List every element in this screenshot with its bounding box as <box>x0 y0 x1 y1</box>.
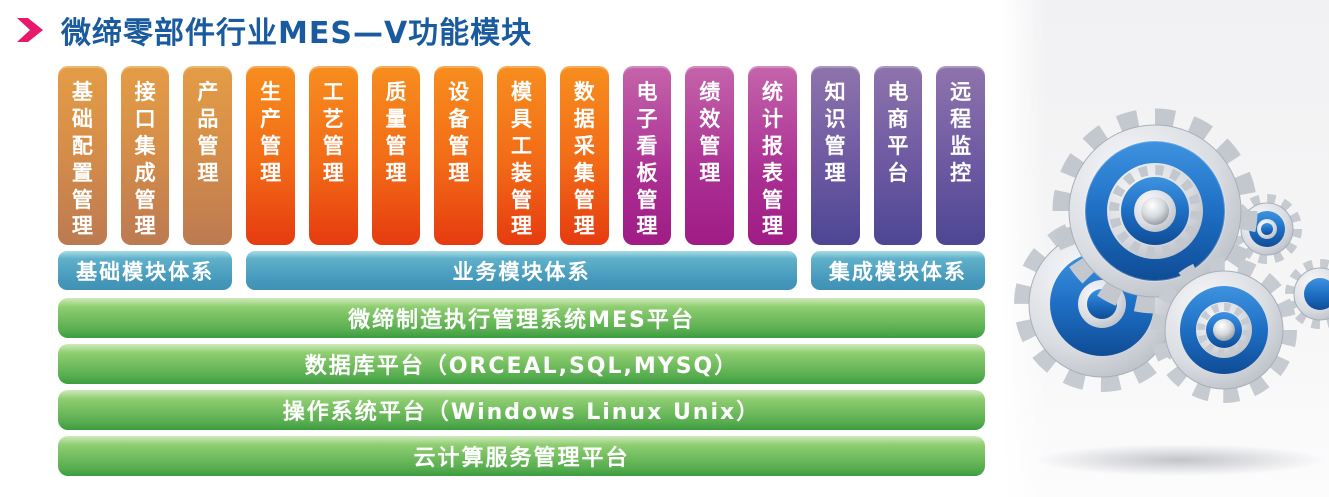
module-column-label: 模具工装管理 <box>511 80 532 239</box>
module-column-label: 质量管理 <box>385 80 407 185</box>
module-column: 知识管理 <box>810 66 860 245</box>
module-column-label: 知识管理 <box>824 80 846 185</box>
module-column-label: 生产管理 <box>260 80 282 185</box>
platform-bars: 微缔制造执行管理系统MES平台 数据库平台（ORCEAL,SQL,MYSQ） 操… <box>58 298 985 476</box>
gears-panel <box>1002 0 1329 497</box>
module-stack: 基础配置管理 接口集成管理 产品管理 生产管理 工艺管理 质量管理 设备管理 模… <box>58 66 986 476</box>
module-column: 质量管理 <box>371 66 421 245</box>
module-column: 电子看板管理 <box>622 66 672 245</box>
module-column: 远程监控 <box>936 66 986 245</box>
module-column: 电商平台 <box>873 66 923 245</box>
module-column: 设备管理 <box>434 66 484 245</box>
module-column-label: 基础配置管理 <box>71 80 93 239</box>
module-column: 数据采集管理 <box>559 66 609 245</box>
platform-bar-label: 操作系统平台（Windows Linux Unix） <box>282 400 761 425</box>
module-column: 产品管理 <box>183 66 233 245</box>
chevron-right-icon <box>17 18 43 42</box>
module-column: 接口集成管理 <box>120 66 170 245</box>
group-bar-integration: 集成模块体系 <box>810 251 985 290</box>
module-column: 生产管理 <box>246 66 295 245</box>
module-column-label: 工艺管理 <box>322 80 344 185</box>
platform-bar-label: 云计算服务管理平台 <box>413 446 630 471</box>
module-column-label: 电商平台 <box>887 80 909 185</box>
module-column: 模具工装管理 <box>497 66 546 245</box>
gears-illustration <box>1014 108 1329 476</box>
module-columns: 基础配置管理 接口集成管理 产品管理 生产管理 工艺管理 质量管理 设备管理 模… <box>58 66 986 245</box>
module-column: 工艺管理 <box>308 66 358 245</box>
module-column-label: 统计报表管理 <box>761 80 783 239</box>
gear-large <box>1052 108 1258 314</box>
platform-bar-label: 微缔制造执行管理系统MES平台 <box>348 308 695 333</box>
gear-bottom <box>1151 257 1297 403</box>
module-column-label: 绩效管理 <box>699 80 721 185</box>
platform-bar-mes: 微缔制造执行管理系统MES平台 <box>58 298 985 338</box>
group-bar-label: 业务模块体系 <box>452 259 591 284</box>
group-bar-label: 基础模块体系 <box>76 259 215 284</box>
gear-small-right <box>1232 194 1302 264</box>
group-bar-business: 业务模块体系 <box>246 251 797 290</box>
platform-bar-database: 数据库平台（ORCEAL,SQL,MYSQ） <box>58 344 985 384</box>
group-bar-label: 集成模块体系 <box>828 259 967 284</box>
page-header: 微缔零部件行业MES—V功能模块 <box>14 8 532 52</box>
module-column: 基础配置管理 <box>58 66 107 245</box>
gears-shadow <box>1035 444 1325 476</box>
platform-bar-cloud: 云计算服务管理平台 <box>58 436 985 476</box>
group-bars: 基础模块体系 业务模块体系 集成模块体系 <box>58 251 985 290</box>
module-column-label: 产品管理 <box>197 80 219 185</box>
platform-bar-label: 数据库平台（ORCEAL,SQL,MYSQ） <box>304 354 739 379</box>
group-bar-foundation: 基础模块体系 <box>58 251 233 290</box>
module-column-label: 远程监控 <box>950 80 972 185</box>
module-column-label: 接口集成管理 <box>134 80 156 239</box>
module-column-label: 设备管理 <box>448 80 470 185</box>
module-column-label: 电子看板管理 <box>636 80 658 239</box>
page-title: 微缔零部件行业MES—V功能模块 <box>61 16 533 51</box>
platform-bar-os: 操作系统平台（Windows Linux Unix） <box>58 390 985 430</box>
module-column: 统计报表管理 <box>748 66 797 245</box>
module-column-label: 数据采集管理 <box>573 80 595 239</box>
gear-tiny-far-right <box>1285 259 1329 329</box>
module-column: 绩效管理 <box>685 66 735 245</box>
